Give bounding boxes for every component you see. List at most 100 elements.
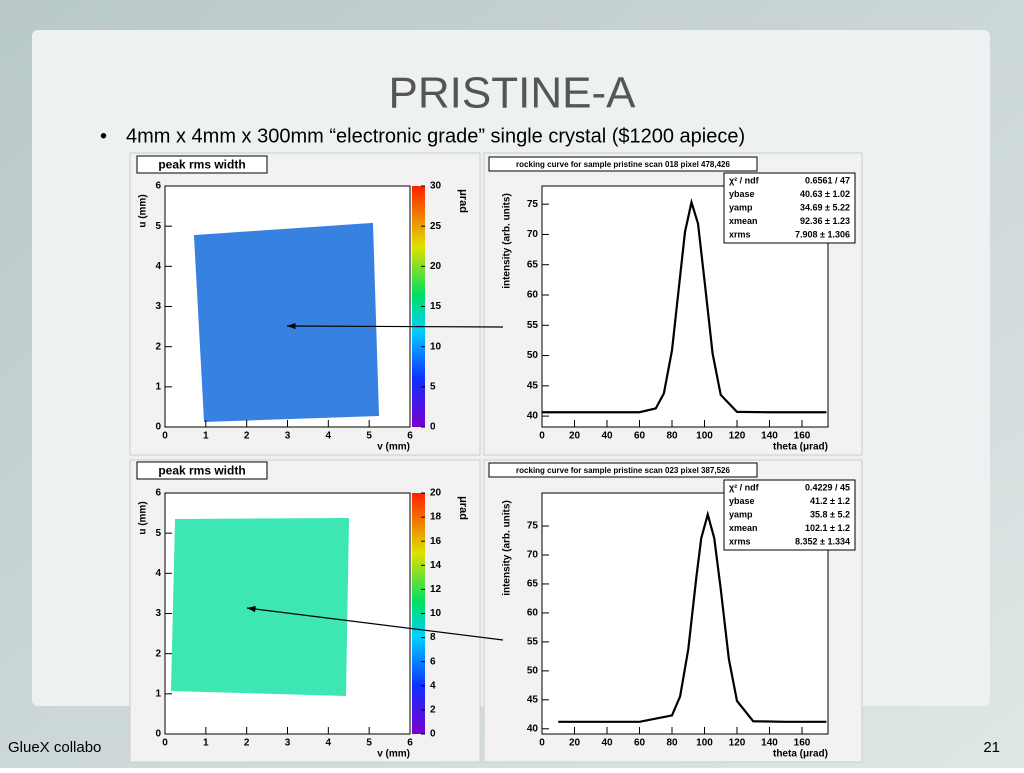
x-axis-label: v (mm) bbox=[377, 442, 410, 453]
y-tick-label: 6 bbox=[155, 488, 161, 499]
stats-value: 0.6561 / 47 bbox=[805, 175, 850, 185]
arrow bbox=[286, 325, 504, 328]
x-tick-label: 2 bbox=[244, 738, 250, 749]
stats-name: yamp bbox=[729, 202, 753, 212]
y-tick-label: 1 bbox=[155, 688, 161, 699]
x-axis-label: v (mm) bbox=[377, 749, 410, 760]
y-tick-label: 3 bbox=[155, 608, 161, 619]
plot-title: peak rms width bbox=[158, 158, 245, 172]
y-tick-label: 4 bbox=[155, 568, 161, 579]
y-tick-label: 2 bbox=[155, 341, 161, 352]
colorbar bbox=[412, 186, 425, 427]
arrow-head bbox=[287, 322, 296, 330]
y-tick-label: 70 bbox=[527, 550, 539, 561]
colorbar-tick-label: 14 bbox=[430, 560, 442, 571]
y-tick-label: 3 bbox=[155, 301, 161, 312]
y-tick-label: 1 bbox=[155, 381, 161, 392]
colorbar-tick-label: 5 bbox=[430, 381, 436, 392]
y-tick-label: 0 bbox=[155, 422, 161, 433]
colorbar-tick-label: 30 bbox=[430, 181, 442, 192]
y-tick-label: 40 bbox=[527, 723, 539, 734]
x-tick-label: 2 bbox=[244, 431, 250, 442]
title-box bbox=[136, 461, 268, 480]
x-tick-label: 80 bbox=[666, 431, 678, 442]
colorbar-tick-label: 16 bbox=[430, 536, 442, 547]
y-tick-label: 55 bbox=[527, 320, 539, 331]
x-tick-label: 160 bbox=[794, 431, 811, 442]
y-axis-label: intensity (arb. units) bbox=[502, 193, 513, 289]
y-tick-label: 65 bbox=[527, 579, 539, 590]
plot-title: rocking curve for sample pristine scan 0… bbox=[516, 160, 730, 169]
stats-value: 7.908 ± 1.306 bbox=[795, 229, 850, 239]
y-tick-label: 5 bbox=[155, 528, 161, 539]
x-axis-label: theta (μrad) bbox=[773, 442, 828, 453]
y-tick-label: 60 bbox=[527, 290, 539, 301]
y-tick-label: 50 bbox=[527, 350, 539, 361]
x-tick-label: 1 bbox=[203, 738, 209, 749]
x-tick-label: 140 bbox=[761, 431, 778, 442]
title-box bbox=[488, 462, 758, 478]
colorbar-tick-label: 6 bbox=[430, 656, 436, 667]
y-tick-label: 4 bbox=[155, 261, 161, 272]
colorbar-label: μrad bbox=[457, 189, 469, 213]
colorbar bbox=[412, 493, 425, 734]
page-number: 21 bbox=[983, 739, 1000, 756]
x-tick-label: 0 bbox=[162, 738, 168, 749]
colorbar-tick-label: 10 bbox=[430, 608, 442, 619]
x-tick-label: 4 bbox=[326, 431, 332, 442]
y-axis-label: u (mm) bbox=[138, 194, 149, 227]
colorbar-label: μrad bbox=[457, 496, 469, 520]
x-tick-label: 4 bbox=[326, 738, 332, 749]
x-tick-label: 6 bbox=[407, 738, 413, 749]
x-tick-label: 20 bbox=[569, 431, 581, 442]
y-tick-label: 50 bbox=[527, 665, 539, 676]
map-region bbox=[193, 222, 380, 423]
stats-value: 102.1 ± 1.2 bbox=[805, 523, 850, 533]
stats-value: 8.352 ± 1.334 bbox=[795, 536, 850, 546]
fit-curve bbox=[558, 510, 827, 723]
stats-value: 40.63 ± 1.02 bbox=[800, 189, 850, 199]
y-tick-label: 0 bbox=[155, 729, 161, 740]
fit-curve bbox=[542, 198, 827, 414]
x-tick-label: 100 bbox=[696, 431, 713, 442]
x-tick-label: 120 bbox=[729, 738, 746, 749]
stats-name: xrms bbox=[729, 536, 751, 546]
stats-name: xmean bbox=[729, 216, 758, 226]
title-box bbox=[136, 155, 268, 174]
x-tick-label: 60 bbox=[634, 431, 646, 442]
x-tick-label: 5 bbox=[366, 431, 372, 442]
stats-name: xrms bbox=[729, 229, 751, 239]
bullet-dot: • bbox=[100, 125, 107, 147]
stats-name: yamp bbox=[729, 509, 753, 519]
arrow-head bbox=[247, 605, 256, 613]
colorbar-tick-label: 8 bbox=[430, 632, 436, 643]
colorbar-tick-label: 0 bbox=[430, 422, 436, 433]
stats-value: 41.2 ± 1.2 bbox=[810, 496, 850, 506]
x-tick-label: 100 bbox=[696, 738, 713, 749]
plot-title: rocking curve for sample pristine scan 0… bbox=[516, 466, 730, 475]
x-tick-label: 120 bbox=[729, 431, 746, 442]
colorbar-tick-label: 20 bbox=[430, 488, 442, 499]
stats-name: χ² / ndf bbox=[729, 482, 760, 492]
stats-name: ybase bbox=[729, 189, 755, 199]
map-region bbox=[170, 517, 350, 697]
footer: GlueX collabo bbox=[8, 739, 101, 756]
colorbar-tick-label: 12 bbox=[430, 584, 442, 595]
x-tick-label: 1 bbox=[203, 431, 209, 442]
x-tick-label: 0 bbox=[162, 431, 168, 442]
stats-name: χ² / ndf bbox=[729, 175, 760, 185]
plot-title: peak rms width bbox=[158, 464, 245, 478]
x-tick-label: 20 bbox=[569, 738, 581, 749]
y-tick-label: 40 bbox=[527, 411, 539, 422]
y-axis-label: intensity (arb. units) bbox=[502, 500, 513, 596]
stats-value: 35.8 ± 5.2 bbox=[810, 509, 850, 519]
x-tick-label: 160 bbox=[794, 738, 811, 749]
x-axis-label: theta (μrad) bbox=[773, 749, 828, 760]
y-tick-label: 45 bbox=[527, 694, 539, 705]
colorbar-tick-label: 25 bbox=[430, 221, 442, 232]
x-tick-label: 0 bbox=[539, 738, 545, 749]
y-tick-label: 75 bbox=[527, 199, 539, 210]
stats-name: ybase bbox=[729, 496, 755, 506]
